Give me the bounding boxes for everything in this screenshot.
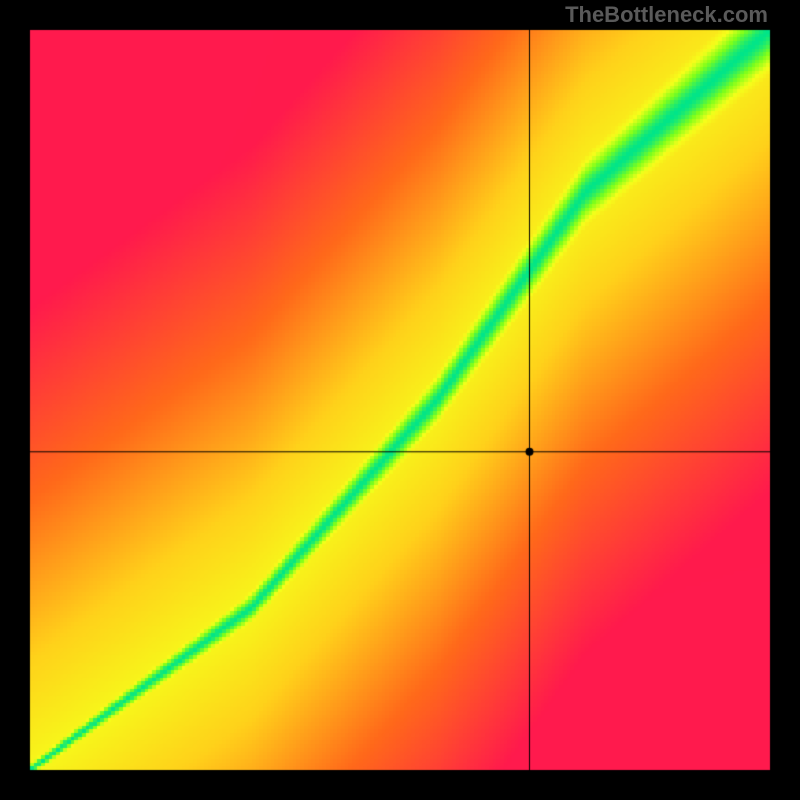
watermark-label: TheBottleneck.com xyxy=(565,2,768,28)
bottleneck-heatmap xyxy=(0,0,800,800)
chart-container: TheBottleneck.com xyxy=(0,0,800,800)
